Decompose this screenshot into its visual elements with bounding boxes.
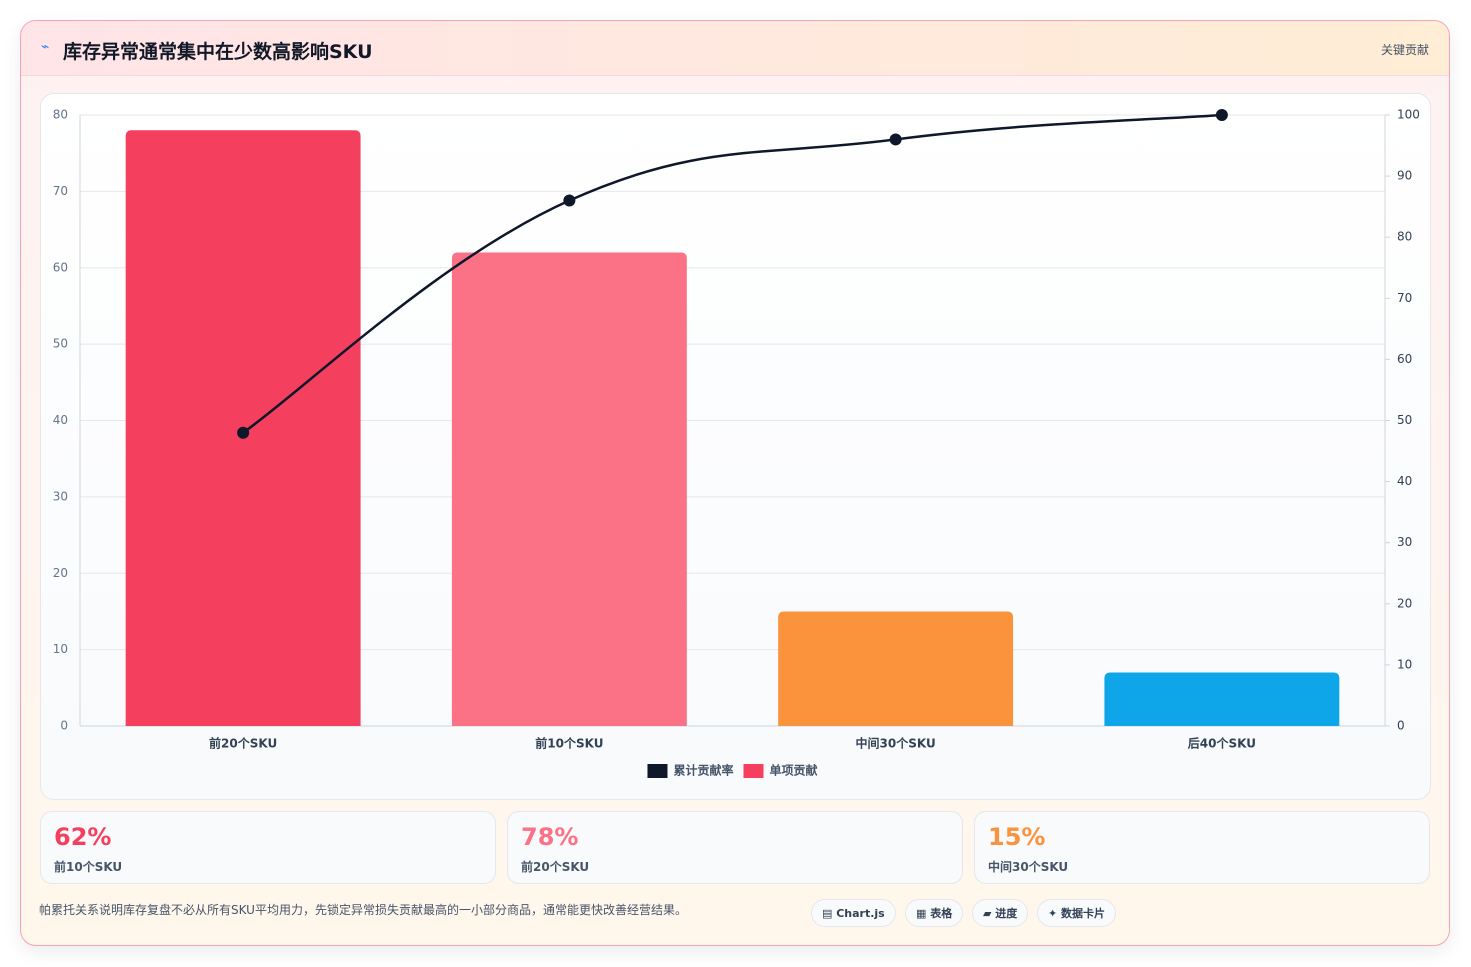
chart: 0 10 20 30 40 50 60 70 80 0 10 20 30 40 50 60 70 80 90 100 前… bbox=[53, 108, 1420, 778]
header-icon: ⌁ bbox=[41, 39, 50, 55]
y-tick-label: 10 bbox=[53, 642, 68, 656]
y-tick-label: 70 bbox=[53, 184, 68, 198]
y2-tick-label: 50 bbox=[1397, 413, 1412, 427]
y2-tick-label: 30 bbox=[1397, 535, 1412, 549]
legend-swatch bbox=[647, 764, 668, 778]
y2-tick-label: 80 bbox=[1397, 230, 1412, 244]
y2-tick-label: 60 bbox=[1397, 352, 1412, 366]
stat-label: 前10个SKU bbox=[54, 860, 123, 874]
bar bbox=[451, 252, 687, 726]
point bbox=[237, 426, 250, 439]
y2-tick-label: 90 bbox=[1397, 169, 1412, 183]
chip[interactable]: ✦ 数据卡片 bbox=[1037, 899, 1117, 927]
stat-value: 15% bbox=[988, 823, 1046, 851]
point bbox=[889, 133, 902, 146]
stat-label: 中间30个SKU bbox=[988, 860, 1069, 874]
y2-tick-label: 70 bbox=[1397, 291, 1412, 305]
line bbox=[242, 113, 1222, 434]
y2-tick-label: 10 bbox=[1397, 657, 1412, 671]
point bbox=[1215, 109, 1228, 121]
footer-text: 帕累托关系说明库存复盘不必从所有SKU平均用力，先锁定异常损失贡献最高的一小部分… bbox=[39, 903, 687, 917]
y-tick-label: 40 bbox=[53, 413, 68, 427]
y-tick-label: 30 bbox=[53, 489, 68, 503]
y2-tick-label: 40 bbox=[1397, 474, 1412, 488]
legend-label: 累计贡献率 bbox=[673, 763, 733, 778]
stat-card: 78% 前20个SKU bbox=[507, 811, 963, 884]
header-tag: 关键贡献 bbox=[1380, 43, 1429, 57]
y2-tick-label: 0 bbox=[1397, 719, 1405, 733]
bar bbox=[778, 611, 1014, 726]
stat-card: 62% 前10个SKU bbox=[40, 811, 496, 884]
y2-tick-label: 100 bbox=[1397, 108, 1420, 122]
x-tick-label: 前20个SKU bbox=[209, 736, 277, 751]
chip[interactable]: ▰ 进度 bbox=[972, 899, 1029, 927]
chip[interactable]: ▤ Chart.js bbox=[811, 899, 896, 927]
chip[interactable]: ▦ 表格 bbox=[905, 899, 964, 927]
x-tick-label: 中间30个SKU bbox=[856, 736, 936, 751]
legend: 累计贡献率 单项贡献 bbox=[647, 763, 818, 778]
header: ⌁ 库存异常通常集中在少数高影响SKU 关键贡献 bbox=[21, 21, 1449, 76]
stat-card: 15% 中间30个SKU bbox=[974, 811, 1430, 884]
y-tick-label: 80 bbox=[53, 108, 68, 122]
legend-label: 单项贡献 bbox=[770, 763, 818, 778]
title: 库存异常通常集中在少数高影响SKU bbox=[63, 41, 373, 63]
y-tick-label: 20 bbox=[53, 566, 68, 580]
stat-value: 62% bbox=[54, 823, 112, 851]
stat-value: 78% bbox=[521, 823, 579, 851]
y2-tick-label: 20 bbox=[1397, 596, 1412, 610]
legend-swatch bbox=[743, 764, 764, 778]
x-tick-label: 前10个SKU bbox=[535, 736, 603, 751]
x-tick-label: 后40个SKU bbox=[1188, 736, 1256, 751]
y-tick-label: 0 bbox=[60, 719, 68, 733]
stat-label: 前20个SKU bbox=[521, 860, 590, 874]
y-tick-label: 60 bbox=[53, 260, 68, 274]
y-tick-label: 50 bbox=[53, 337, 68, 351]
point bbox=[563, 194, 576, 207]
bar bbox=[1104, 672, 1340, 726]
